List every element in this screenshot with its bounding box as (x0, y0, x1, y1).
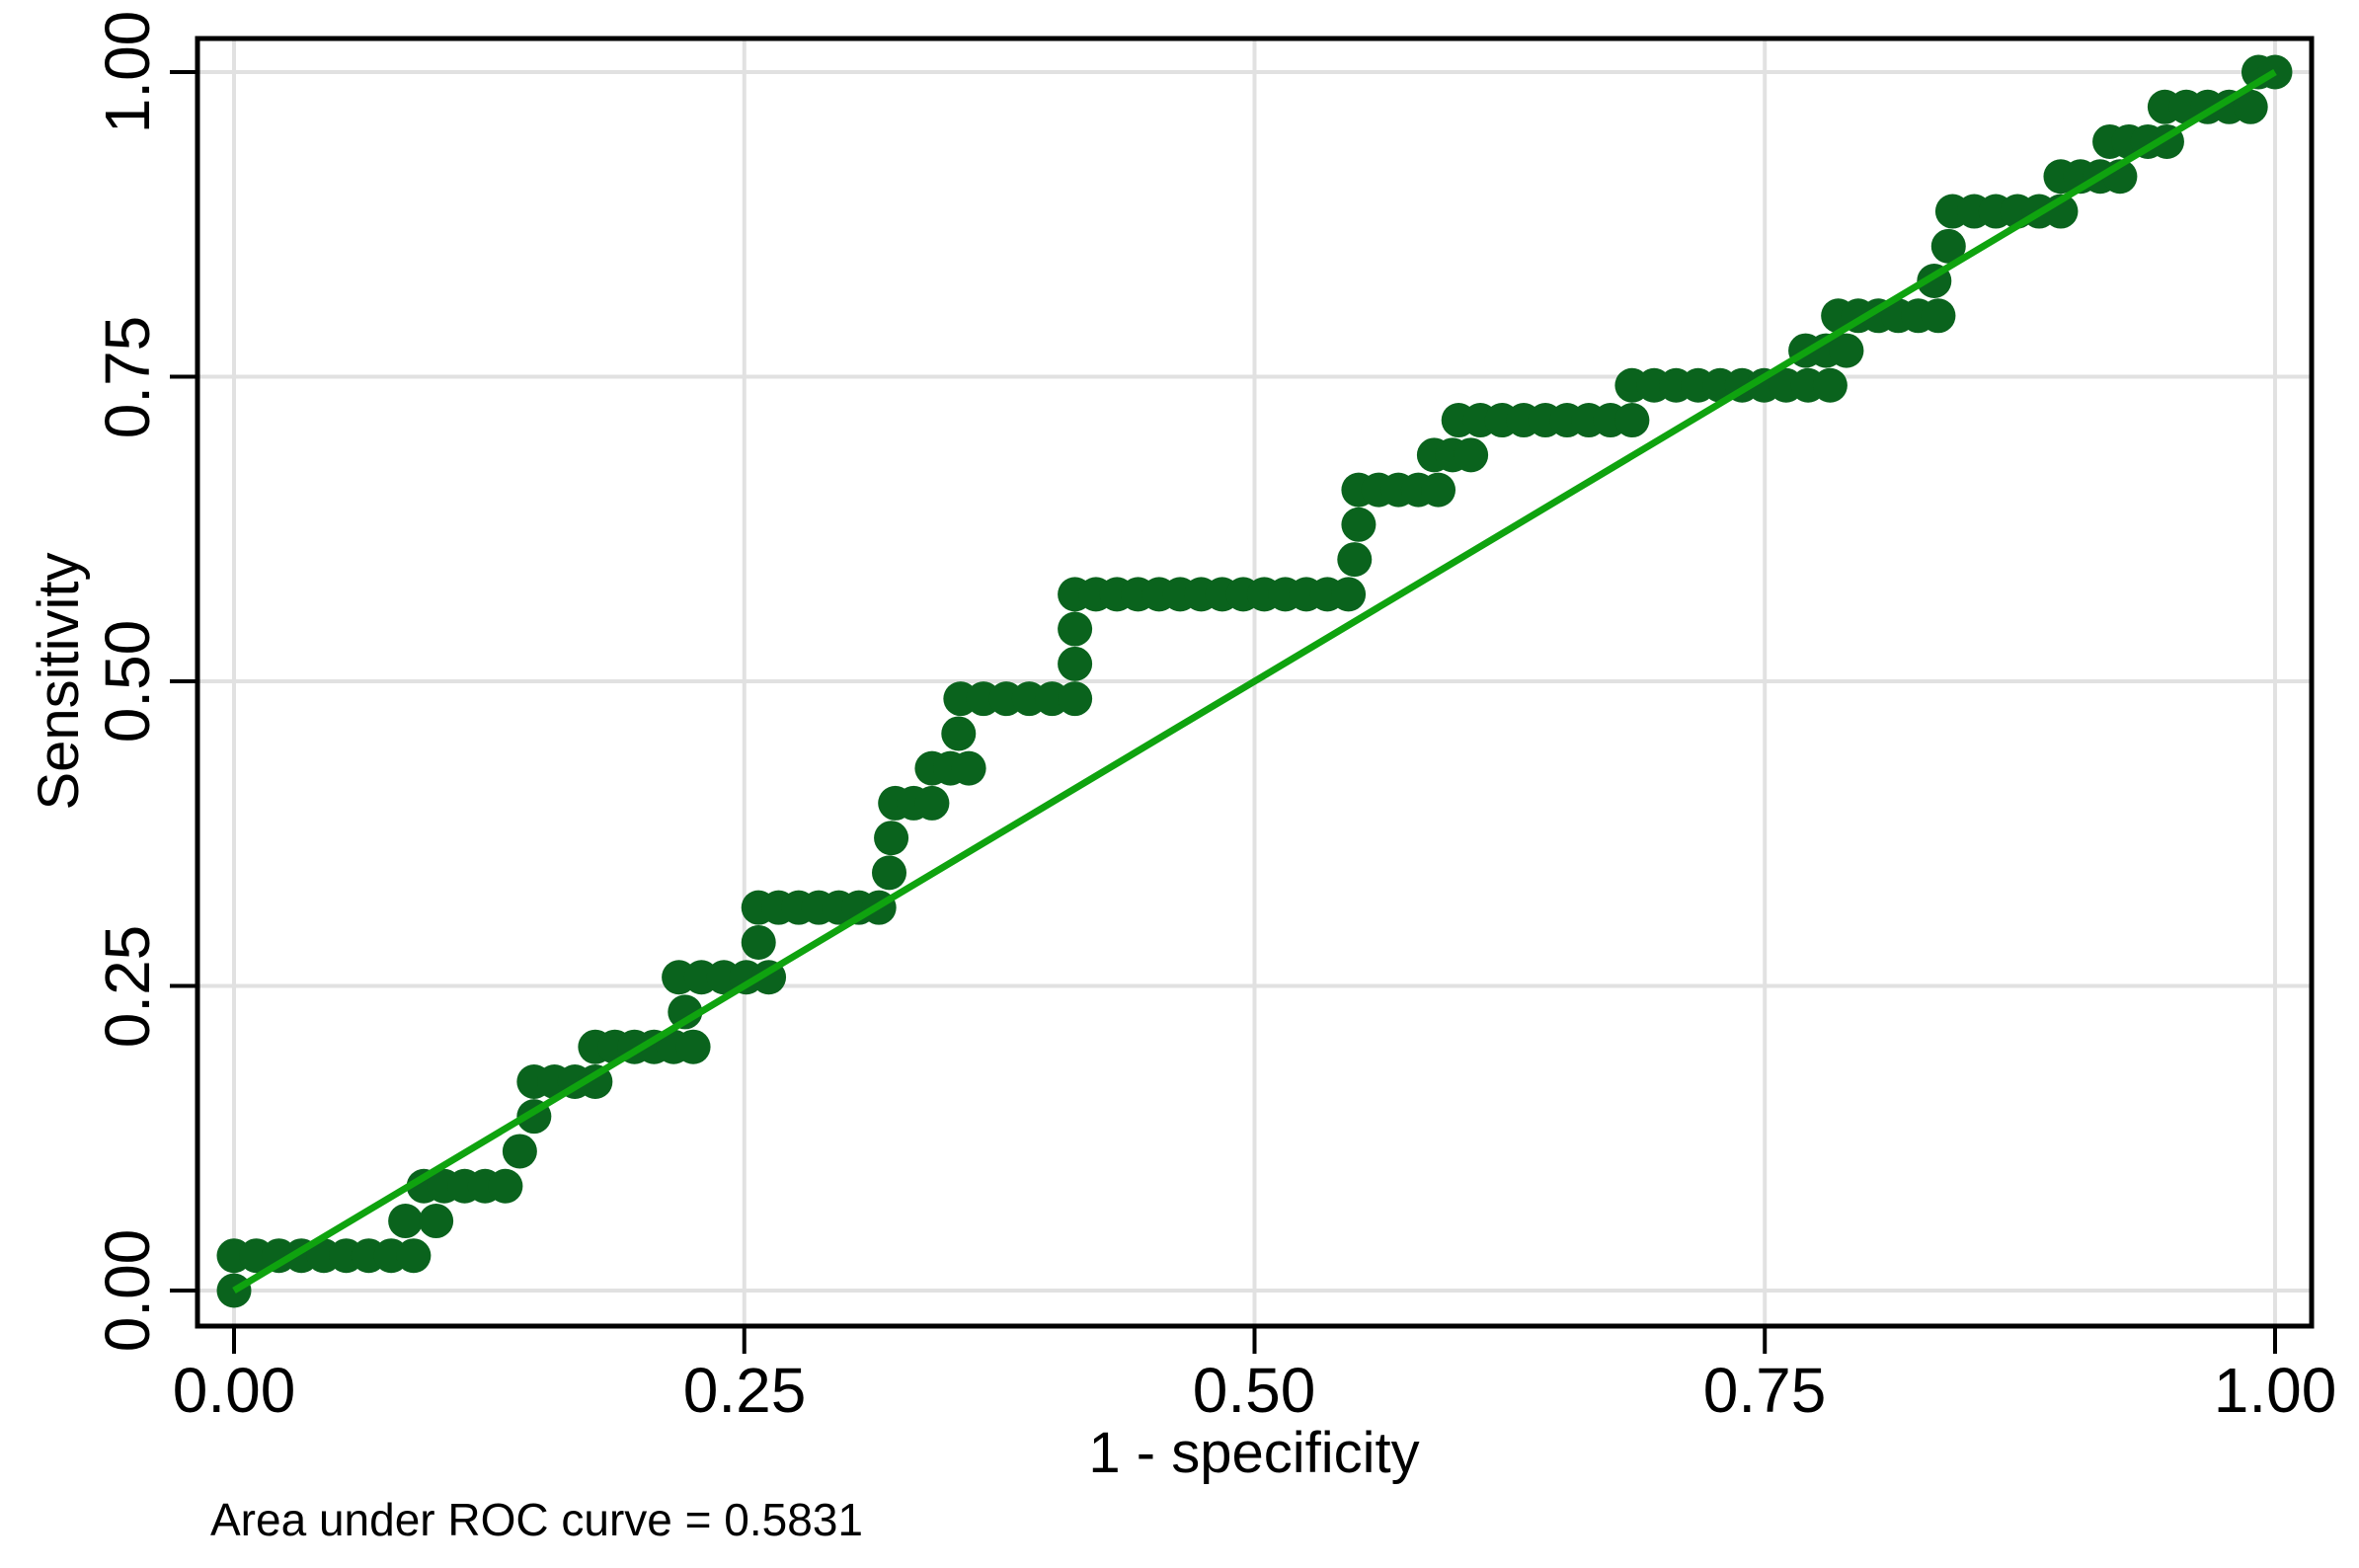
y-tick-label-0.50: 0.50 (92, 619, 163, 744)
y-tick-label-0.25: 0.25 (92, 924, 163, 1049)
auc-note: Area under ROC curve = 0.5831 (210, 1494, 863, 1545)
y-tick-label-0.00: 0.00 (92, 1228, 163, 1353)
x-axis-title: 1 - specificity (1088, 1421, 1420, 1485)
axis-ticks (170, 70, 2277, 1354)
y-axis-title: Sensitivity (27, 552, 91, 811)
x-tick-label-0.75: 0.75 (1702, 1355, 1827, 1426)
x-tick-label-0.25: 0.25 (682, 1355, 807, 1426)
roc-curve-dots (216, 54, 2293, 1308)
reference-diagonal-line (232, 68, 2277, 1294)
gridlines (197, 39, 2312, 1326)
x-tick-label-0.00: 0.00 (172, 1355, 296, 1426)
y-tick-label-1.00: 1.00 (92, 10, 163, 134)
plot-frame (195, 36, 2315, 1329)
x-tick-label-0.50: 0.50 (1192, 1355, 1316, 1426)
y-tick-label-0.75: 0.75 (92, 315, 163, 439)
x-tick-label-1.00: 1.00 (2213, 1355, 2337, 1426)
